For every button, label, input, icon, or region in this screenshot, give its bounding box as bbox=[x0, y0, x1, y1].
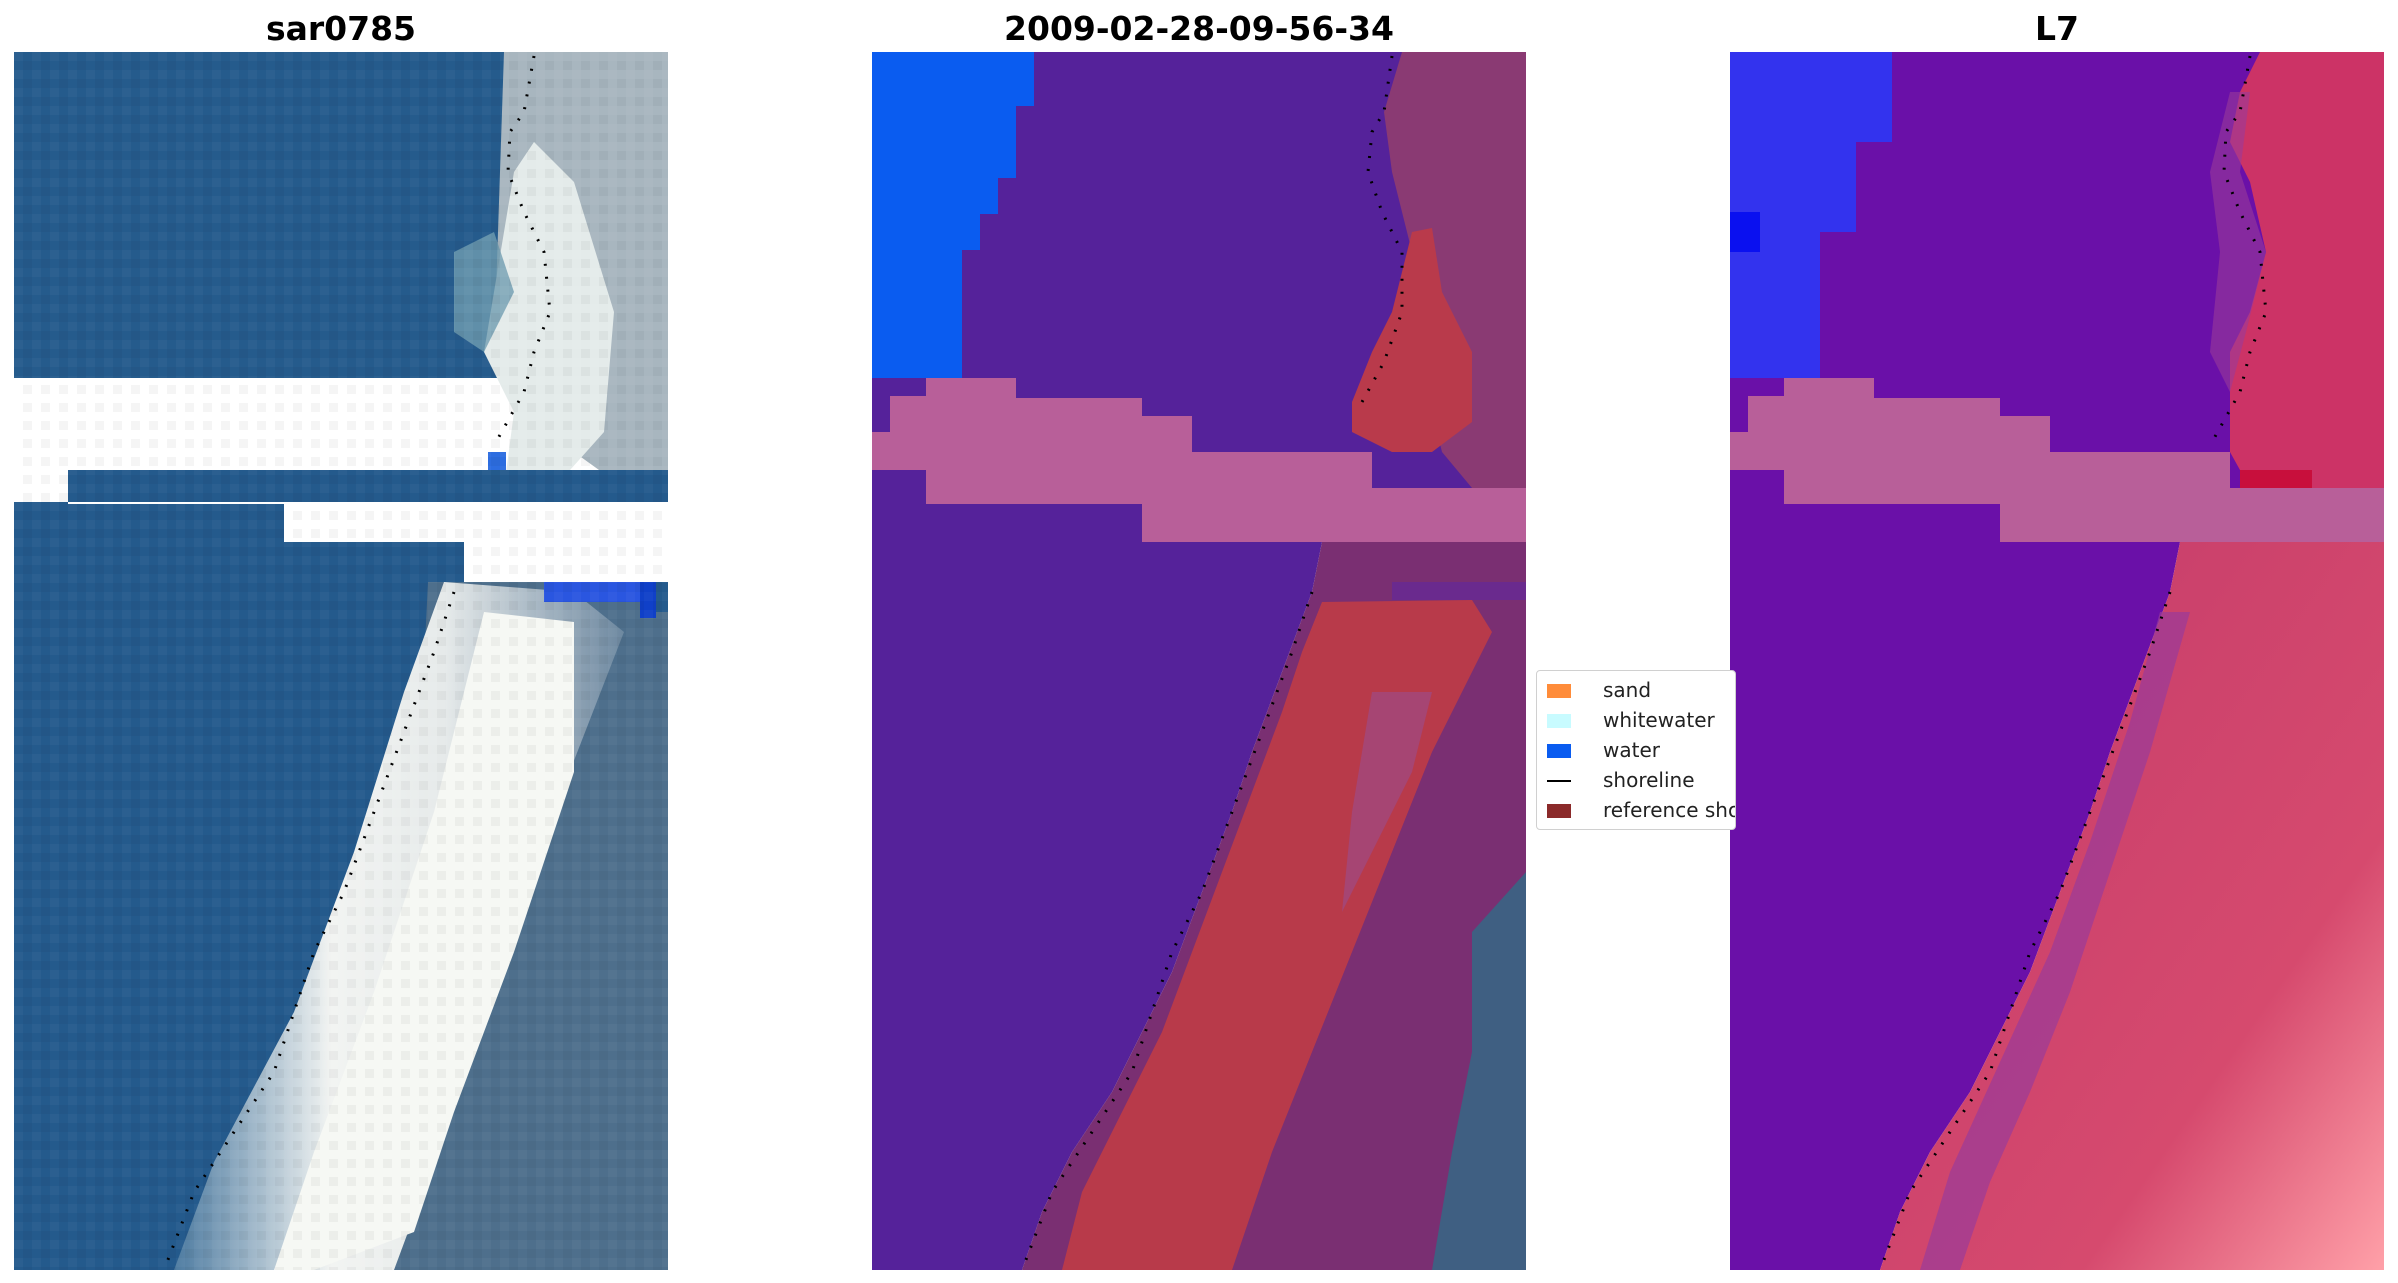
panel-title-index: L7 bbox=[2035, 9, 2079, 48]
legend-swatch-sand bbox=[1547, 684, 1571, 698]
legend-line-shoreline bbox=[1547, 780, 1571, 782]
legend-item-whitewater: whitewater bbox=[1537, 705, 1735, 735]
legend-swatch-reference-shoreline bbox=[1547, 804, 1571, 818]
panel-title-classified: 2009-02-28-09-56-34 bbox=[1004, 9, 1394, 48]
legend-label: whitewater bbox=[1603, 708, 1715, 732]
rgb-image-panel bbox=[14, 52, 668, 1270]
index-image-panel bbox=[1730, 52, 2384, 1270]
legend-item-sand: sand bbox=[1537, 675, 1735, 705]
legend-item-reference-shoreline: reference shoreline bbox=[1537, 795, 1735, 825]
legend-swatch-whitewater bbox=[1547, 714, 1571, 728]
legend-label: sand bbox=[1603, 678, 1652, 702]
legend-label: shoreline bbox=[1603, 768, 1695, 792]
classified-image-panel bbox=[872, 52, 1526, 1270]
legend-swatch-water bbox=[1547, 744, 1571, 758]
legend-item-shoreline: shoreline bbox=[1537, 765, 1735, 795]
panel-title-rgb: sar0785 bbox=[265, 9, 417, 48]
legend-item-water: water bbox=[1537, 735, 1735, 765]
legend: sand whitewater water shoreline referenc… bbox=[1536, 670, 1736, 830]
legend-label: water bbox=[1603, 738, 1660, 762]
legend-label: reference shoreline bbox=[1603, 798, 1735, 822]
